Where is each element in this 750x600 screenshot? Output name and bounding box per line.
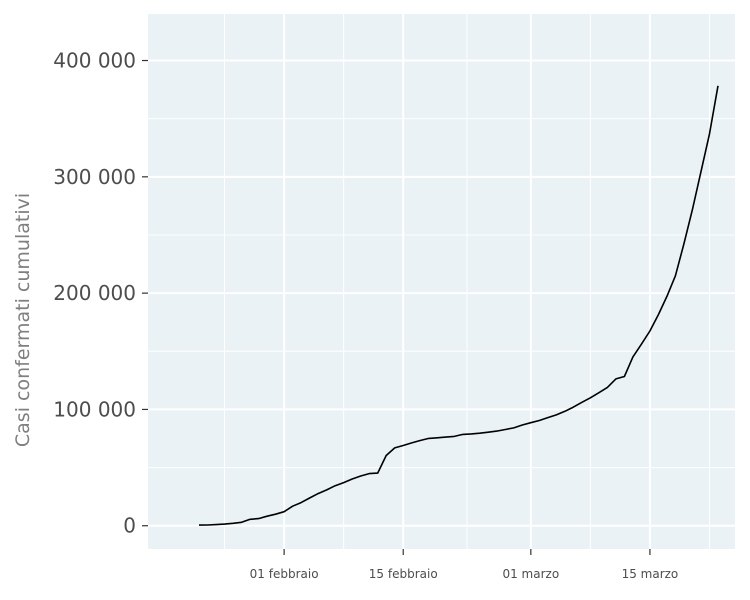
x-tick-labels: 01 febbraio 15 febbraio 01 marzo 15 marzo [250, 567, 679, 581]
series-layer [198, 85, 719, 526]
y-tick-label: 400 000 [53, 49, 136, 73]
x-tick-label: 01 marzo [502, 567, 559, 581]
x-tick-label: 15 febbraio [369, 567, 438, 581]
y-axis-title: Casi confermati cumulativi [12, 193, 34, 447]
y-tick-label: 100 000 [53, 397, 136, 421]
series-line [198, 85, 719, 526]
y-tick-label: 300 000 [53, 165, 136, 189]
major-gridlines [148, 14, 735, 549]
minor-gridlines [148, 14, 735, 549]
axis-ticks [142, 59, 651, 555]
y-tick-labels: 0 100 000 200 000 300 000 400 000 [53, 49, 136, 538]
y-tick-label: 0 [123, 514, 136, 538]
x-tick-label: 15 marzo [622, 567, 679, 581]
x-tick-label: 01 febbraio [250, 567, 319, 581]
y-tick-label: 200 000 [53, 281, 136, 305]
plot-panel [148, 14, 735, 549]
